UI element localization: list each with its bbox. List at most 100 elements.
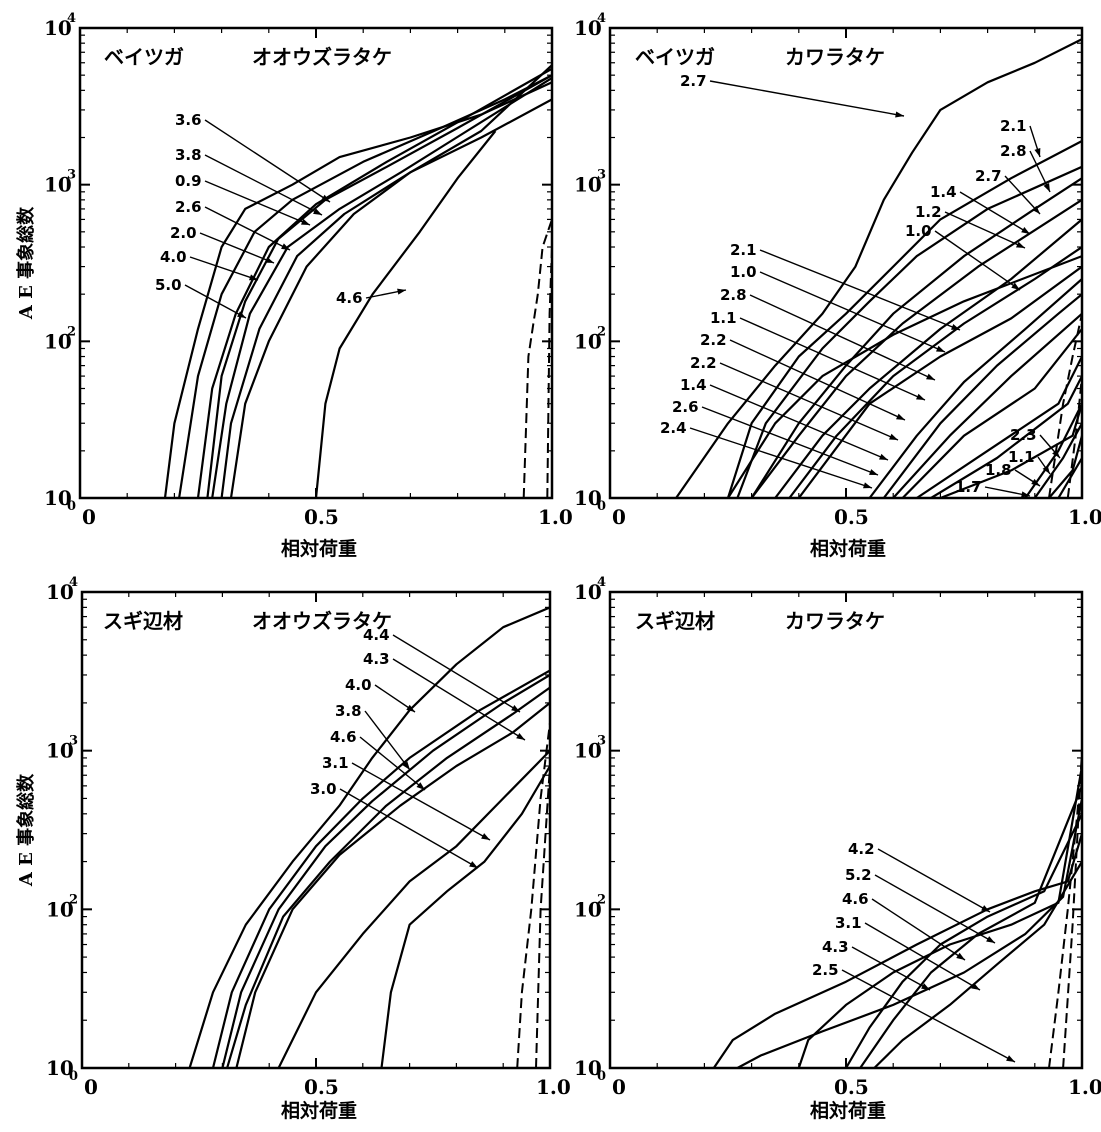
series-label: 4.3	[363, 650, 390, 668]
series-label: 3.6	[175, 111, 202, 129]
x-tick-label: 0.5	[834, 1075, 869, 1099]
dashed-series-line	[535, 765, 550, 1068]
series-label: 1.7	[955, 478, 982, 496]
leader-arrowhead	[916, 393, 925, 400]
series-line	[788, 246, 1082, 498]
series-label: 0.9	[175, 172, 202, 190]
y-tick-exponent: 2	[67, 324, 76, 339]
leader-arrowhead	[1032, 205, 1040, 214]
leader-arrowhead	[511, 704, 520, 712]
y-axis-label: A E 事象総数	[15, 773, 37, 887]
leader-line	[877, 848, 991, 913]
series-label: 2.6	[175, 198, 202, 216]
leader-arrowhead	[921, 983, 930, 990]
series-label: 4.0	[160, 248, 187, 266]
plot-frame-1	[78, 26, 554, 500]
y-tick-exponent: 2	[597, 892, 606, 907]
series-label: 2.8	[720, 286, 747, 304]
leader-line	[709, 384, 889, 461]
series-line	[712, 833, 1082, 1068]
panel-title-fungus: カワラタケ	[785, 609, 885, 633]
series-label: 4.0	[345, 676, 372, 694]
series-line	[774, 218, 1082, 498]
leader-line	[392, 658, 526, 741]
leader-arrowhead	[469, 861, 478, 868]
leader-arrowhead	[237, 311, 246, 318]
y-tick-exponent: 4	[69, 575, 78, 590]
series-label: 1.1	[1008, 448, 1035, 466]
series-line	[206, 74, 552, 498]
plot-frame-4	[608, 590, 1084, 1070]
leader-arrowhead	[936, 345, 945, 352]
y-tick-label: 10	[46, 1056, 74, 1080]
series-label: 4.6	[330, 728, 357, 746]
y-tick-exponent: 3	[597, 734, 606, 749]
leader-arrowhead	[879, 453, 888, 460]
leader-arrowhead	[971, 983, 980, 990]
series-label: 3.8	[335, 702, 362, 720]
y-tick-label: 10	[574, 1056, 602, 1080]
series-label: 4.4	[363, 626, 390, 644]
y-tick-label: 10	[574, 897, 602, 921]
series-line	[196, 67, 552, 498]
leader-line	[864, 922, 981, 991]
y-tick-exponent: 0	[597, 1069, 606, 1084]
series-line	[1048, 435, 1082, 498]
y-tick-label: 10	[44, 173, 72, 197]
series-line	[380, 765, 550, 1068]
series-line	[726, 140, 1082, 498]
x-tick-label: 1.0	[536, 1075, 571, 1099]
leader-line	[701, 406, 879, 476]
series-line	[188, 606, 550, 1068]
series-line	[750, 198, 1082, 498]
y-tick-exponent: 4	[597, 575, 606, 590]
series-label: 5.2	[845, 866, 872, 884]
leader-arrowhead	[397, 288, 406, 295]
leader-line	[851, 946, 931, 991]
y-tick-label: 10	[46, 897, 74, 921]
leader-line	[959, 191, 1031, 235]
leader-line	[392, 634, 521, 713]
leader-arrowhead	[1031, 478, 1040, 486]
leader-arrowhead	[281, 243, 290, 250]
leader-line	[749, 294, 936, 381]
series-line	[868, 278, 1082, 498]
y-tick-exponent: 2	[69, 892, 78, 907]
leader-arrowhead	[863, 482, 872, 489]
y-tick-exponent: 2	[597, 324, 606, 339]
x-tick-label: 0	[612, 505, 626, 529]
leader-line	[204, 180, 311, 226]
y-tick-label: 10	[44, 486, 72, 510]
leader-arrowhead	[1016, 241, 1025, 248]
x-tick-label: 0.5	[304, 1075, 339, 1099]
series-label: 2.6	[672, 398, 699, 416]
series-label: 4.2	[848, 840, 875, 858]
series-line	[930, 375, 1082, 498]
panel-title-fungus: オオウズラタケ	[252, 45, 392, 69]
series-label: 1.4	[680, 376, 707, 394]
series-label: 1.0	[730, 263, 757, 281]
y-tick-exponent: 3	[597, 168, 606, 183]
leader-line	[944, 211, 1026, 249]
leader-arrowhead	[981, 905, 990, 912]
leader-arrowhead	[1042, 465, 1050, 474]
panel-title-wood: スギ辺材	[635, 609, 715, 633]
series-label: 3.8	[175, 146, 202, 164]
series-label: 4.6	[336, 289, 363, 307]
series-label: 2.1	[730, 241, 757, 259]
series-line	[221, 674, 550, 1068]
y-tick-exponent: 0	[69, 1069, 78, 1084]
y-tick-label: 10	[574, 329, 602, 353]
y-tick-label: 10	[574, 739, 602, 763]
y-tick-label: 10	[46, 739, 74, 763]
leader-arrowhead	[249, 274, 258, 281]
series-line	[882, 293, 1082, 498]
leader-arrowhead	[1006, 1055, 1015, 1062]
y-tick-label: 10	[574, 580, 602, 604]
leader-line	[841, 969, 1016, 1063]
dashed-series-line	[1062, 750, 1082, 1068]
y-tick-label: 10	[44, 329, 72, 353]
y-tick-label: 10	[46, 580, 74, 604]
leader-line	[689, 427, 873, 489]
series-line	[277, 749, 550, 1068]
